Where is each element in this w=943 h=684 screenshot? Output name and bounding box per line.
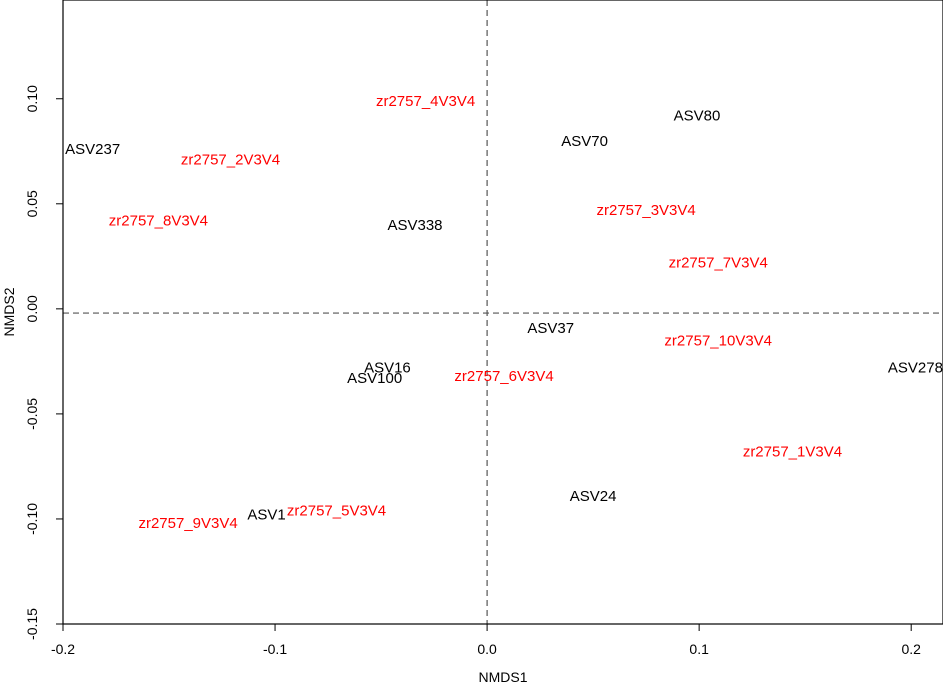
species-label: ASV338 (387, 217, 442, 234)
species-label: ASV37 (527, 320, 574, 337)
x-axis: -0.2 -0.1 0.0 0.1 0.2 (51, 624, 921, 657)
y-tick-label: 0.05 (24, 190, 40, 217)
x-tick-label: 0.2 (901, 641, 921, 657)
species-label: ASV80 (674, 108, 721, 125)
species-label: ASV24 (570, 488, 617, 505)
plot-frame (62, 0, 943, 625)
x-tick-label: -0.2 (51, 641, 75, 657)
reference-lines (63, 0, 943, 624)
y-tick-label: 0.10 (24, 85, 40, 112)
sample-label: zr2757_2V3V4 (181, 152, 280, 169)
y-tick-label: 0.00 (24, 295, 40, 322)
x-tick-label: 0.1 (689, 641, 709, 657)
sample-label: zr2757_10V3V4 (664, 332, 772, 349)
sample-label: zr2757_4V3V4 (376, 93, 475, 110)
y-tick-label: -0.10 (24, 503, 40, 535)
sample-label: zr2757_3V3V4 (597, 202, 696, 219)
sample-label: zr2757_9V3V4 (138, 515, 237, 532)
y-tick-label: -0.05 (24, 398, 40, 430)
x-axis-title: NMDS1 (478, 669, 527, 684)
y-tick-label: -0.15 (24, 608, 40, 640)
y-axis: -0.15 -0.10 -0.05 0.00 0.05 0.10 (24, 85, 63, 640)
species-label: ASV70 (561, 133, 608, 150)
y-axis-title: NMDS2 (1, 287, 17, 336)
species-label: ASV100 (347, 370, 402, 387)
sample-label: zr2757_5V3V4 (287, 503, 386, 520)
point-labels: zr2757_4V3V4 zr2757_2V3V4 zr2757_8V3V4 zr27… (65, 93, 943, 532)
species-label: ASV1 (247, 507, 285, 524)
x-tick-label: -0.1 (263, 641, 287, 657)
sample-label: zr2757_6V3V4 (454, 368, 553, 385)
x-tick-label: 0.0 (477, 641, 497, 657)
sample-label: zr2757_7V3V4 (669, 255, 768, 272)
species-label: ASV278 (888, 360, 943, 377)
species-label: ASV16 (364, 360, 411, 377)
species-label: ASV237 (65, 141, 120, 158)
sample-label: zr2757_1V3V4 (743, 444, 842, 461)
sample-label: zr2757_8V3V4 (109, 213, 208, 230)
